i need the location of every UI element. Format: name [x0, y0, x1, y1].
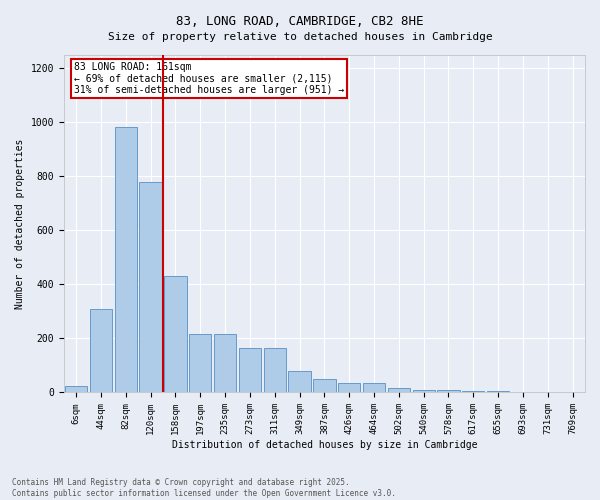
Text: 83, LONG ROAD, CAMBRIDGE, CB2 8HE: 83, LONG ROAD, CAMBRIDGE, CB2 8HE	[176, 15, 424, 28]
X-axis label: Distribution of detached houses by size in Cambridge: Distribution of detached houses by size …	[172, 440, 477, 450]
Text: Size of property relative to detached houses in Cambridge: Size of property relative to detached ho…	[107, 32, 493, 42]
Bar	[115, 126, 137, 392]
Text: Contains HM Land Registry data © Crown copyright and database right 2025.
Contai: Contains HM Land Registry data © Crown c…	[12, 478, 396, 498]
Bar	[363, 383, 385, 392]
Bar	[65, 386, 88, 392]
Bar	[289, 371, 311, 392]
Bar	[462, 391, 484, 392]
Text: 83 LONG ROAD: 161sqm
← 69% of detached houses are smaller (2,115)
31% of semi-de: 83 LONG ROAD: 161sqm ← 69% of detached h…	[74, 62, 344, 95]
Bar	[313, 379, 335, 392]
Y-axis label: Number of detached properties: Number of detached properties	[15, 138, 25, 309]
Bar	[263, 348, 286, 393]
Bar	[413, 390, 435, 392]
Bar	[139, 182, 162, 392]
Bar	[214, 334, 236, 392]
Bar	[90, 309, 112, 392]
Bar	[487, 391, 509, 392]
Bar	[189, 334, 211, 392]
Bar	[338, 383, 361, 392]
Bar	[164, 276, 187, 392]
Bar	[437, 390, 460, 392]
Bar	[239, 348, 261, 393]
Bar	[388, 388, 410, 392]
